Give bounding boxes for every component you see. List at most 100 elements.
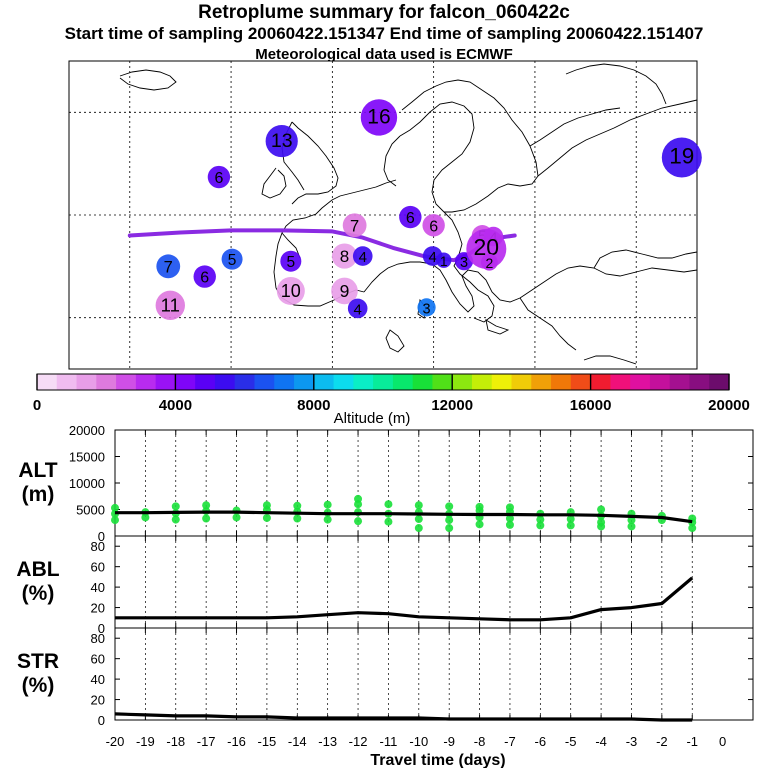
x-tick-label: -4 — [595, 734, 607, 749]
cluster-circle — [265, 124, 298, 158]
y-axis-unit: (m) — [22, 483, 55, 506]
cluster-layer: 1176561351016784946643135420219 — [155, 99, 702, 321]
y-tick-label: 80 — [91, 631, 105, 646]
x-tick-label: 0 — [719, 734, 726, 749]
cluster-label: 8 — [340, 247, 349, 266]
cluster-label: 3 — [460, 255, 468, 271]
colorbar-swatch — [392, 374, 414, 390]
colorbar-tick-label: 4000 — [159, 397, 192, 414]
cluster-label: 4 — [359, 249, 367, 266]
altitude-scatter-point — [262, 513, 271, 522]
altitude-scatter-point — [323, 515, 332, 524]
colorbar-swatch — [274, 374, 295, 390]
x-tick-label: -9 — [443, 734, 455, 749]
altitude-scatter-point — [111, 516, 119, 525]
cluster-label: 6 — [429, 218, 438, 235]
colorbar-swatch — [294, 374, 315, 390]
x-tick-label: -16 — [227, 734, 246, 749]
panel-frame — [114, 429, 754, 537]
x-tick-label: -2 — [656, 734, 668, 749]
colorbar-swatch — [709, 374, 730, 390]
colorbar-tick-label: 0 — [33, 397, 41, 414]
x-tick-label: -17 — [197, 734, 216, 749]
x-tick-label: -11 — [380, 734, 398, 749]
cluster-circle — [280, 250, 302, 272]
y-tick-label: 20000 — [69, 423, 105, 438]
altitude-scatter-point — [384, 500, 393, 509]
colorbar-tick-label: 16000 — [570, 397, 612, 414]
colorbar-swatch — [353, 374, 374, 390]
altitude-scatter-point — [505, 520, 514, 529]
altitude-scatter-point — [566, 515, 575, 524]
colorbar-swatch — [531, 374, 552, 390]
x-tick-label: -12 — [349, 734, 368, 749]
cluster-label: 6 — [200, 270, 209, 287]
cluster-label: 10 — [281, 281, 301, 301]
cluster-circle — [331, 277, 358, 305]
y-tick-label: 60 — [91, 652, 105, 667]
map-gridlines — [69, 61, 697, 369]
cluster-circle — [347, 298, 368, 319]
map-panel: 1176561351016784946643135420219 — [68, 60, 702, 370]
travel-time-axis: -20 -19 -18 -17 -16 -15 -14 -13 -12 -11 -10 -9 -8 -7-… — [106, 734, 727, 768]
colorbar-swatch — [610, 374, 631, 390]
colorbar-swatch — [155, 374, 176, 390]
sampling-time-subtitle: Start time of sampling 20060422.151347 E… — [64, 24, 704, 43]
altitude-scatter-point — [171, 502, 180, 511]
x-tick-label: -5 — [565, 734, 577, 749]
colorbar-swatch — [570, 374, 592, 390]
y-tick-label: 40 — [91, 580, 105, 595]
altitude-scatter-point — [627, 516, 636, 525]
altitude-scatter-point — [505, 503, 514, 512]
colorbar-swatch — [76, 374, 97, 390]
cluster-label: 16 — [367, 105, 390, 128]
y-tick-label: 60 — [91, 560, 105, 575]
colorbar-tick-label: 12000 — [431, 397, 473, 414]
colorbar-swatch — [56, 374, 78, 390]
colorbar-swatch — [195, 374, 216, 390]
cluster-label: 11 — [161, 294, 180, 315]
x-tick-label: -10 — [409, 734, 428, 749]
cluster-label: 2 — [485, 255, 493, 271]
y-tick-label: 0 — [98, 621, 105, 636]
cluster-circle — [156, 254, 181, 279]
altitude-scatter-point — [414, 515, 423, 524]
panel-frame — [114, 535, 754, 629]
cluster-circle — [417, 298, 436, 317]
altitude-scatter-point — [627, 522, 636, 531]
cluster-circle — [480, 253, 498, 271]
cluster-circle — [207, 165, 231, 189]
series-line — [114, 712, 693, 722]
altitude-scatter-point — [475, 502, 484, 511]
colorbar-swatch — [491, 374, 513, 390]
colorbar-swatch — [37, 374, 58, 390]
colorbar-swatch — [452, 374, 473, 390]
x-axis-label: Travel time (days) — [370, 752, 505, 768]
colorbar-swatch — [373, 374, 394, 390]
colorbar: 0 4000 8000 12000 16000 20000 — [33, 373, 750, 414]
cluster-circle — [155, 290, 185, 321]
series-line — [115, 576, 694, 622]
cluster-circle — [193, 265, 216, 288]
y-axis-label: ALT — [18, 459, 57, 482]
altitude-scatter-point — [505, 514, 514, 523]
chart-title: Retroplume summary for falcon_060422c — [198, 2, 570, 23]
cluster-circle — [276, 276, 305, 305]
colorbar-swatch — [630, 374, 651, 390]
cluster-label: 3 — [423, 301, 431, 317]
y-tick-label: 0 — [98, 713, 105, 728]
altitude-scatter-point — [445, 502, 454, 511]
colorbar-swatch — [333, 374, 354, 390]
y-tick-label: 0 — [98, 529, 105, 544]
cluster-label: 1 — [440, 254, 448, 269]
altitude-scatter-point — [171, 515, 180, 524]
colorbar-swatch — [135, 374, 157, 390]
x-tick-label: -7 — [504, 734, 516, 749]
colorbar-swatch — [96, 374, 117, 390]
altitude-scatter-point — [597, 505, 606, 514]
altitude-scatter-point — [354, 517, 363, 526]
altitude-scatter-point — [202, 514, 211, 523]
colorbar-swatch — [175, 374, 196, 390]
cluster-label: 9 — [340, 281, 350, 301]
